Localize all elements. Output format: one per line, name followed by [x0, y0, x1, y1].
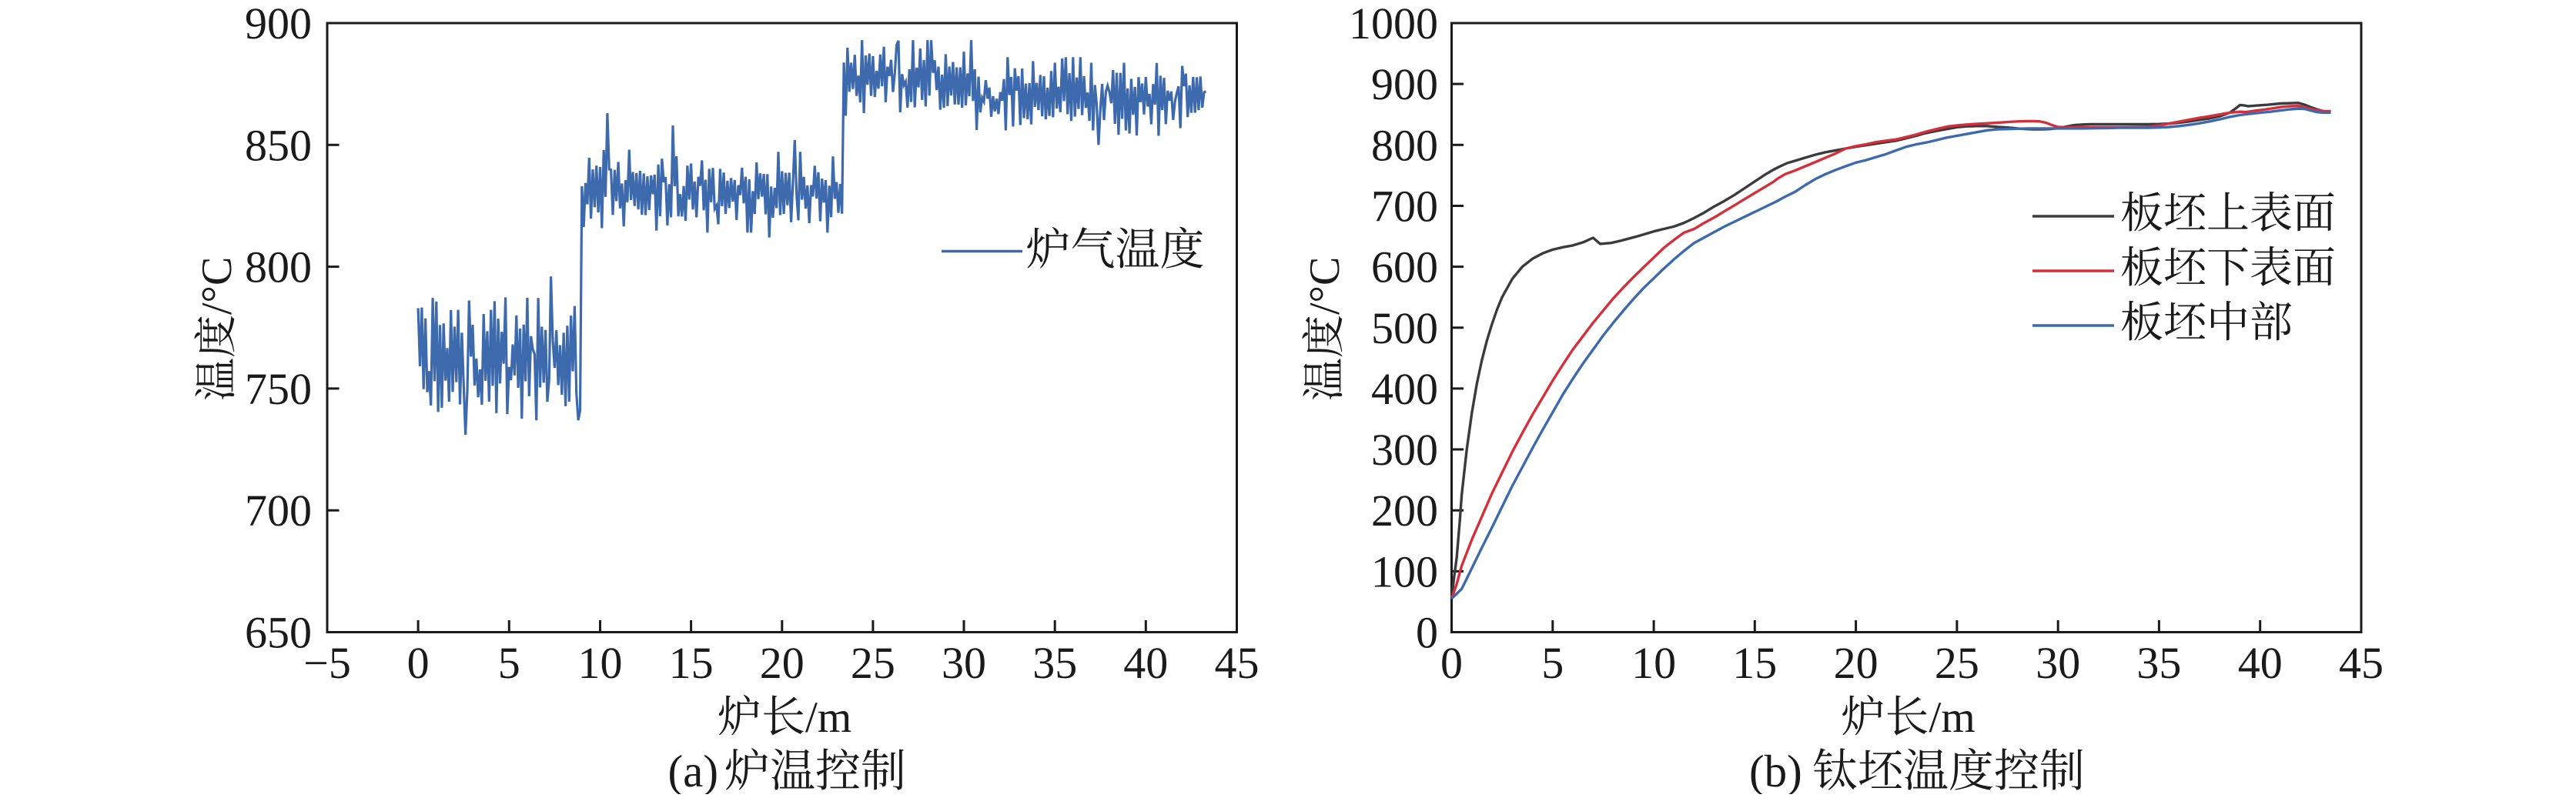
svg-text:40: 40 — [2238, 638, 2283, 688]
svg-text:400: 400 — [1371, 364, 1438, 414]
svg-text:1000: 1000 — [1349, 0, 1438, 48]
svg-text:750: 750 — [245, 364, 312, 414]
svg-text:500: 500 — [1371, 303, 1438, 353]
svg-text:700: 700 — [245, 486, 312, 536]
svg-text:35: 35 — [2136, 638, 2181, 688]
svg-text:850: 850 — [245, 120, 312, 170]
svg-text:/m: /m — [805, 693, 851, 742]
svg-text:/°C: /°C — [1301, 257, 1349, 315]
svg-text:15: 15 — [669, 638, 714, 688]
svg-text:900: 900 — [245, 0, 312, 48]
svg-text:5: 5 — [1541, 638, 1564, 688]
svg-text:−5: −5 — [303, 638, 351, 688]
svg-text:10: 10 — [1631, 638, 1676, 688]
svg-text:30: 30 — [2036, 638, 2080, 688]
svg-text:800: 800 — [1371, 120, 1438, 170]
svg-text:800: 800 — [245, 242, 312, 292]
svg-text:650: 650 — [245, 608, 312, 658]
svg-text:5: 5 — [498, 638, 520, 688]
svg-text:15: 15 — [1732, 638, 1777, 688]
svg-text:700: 700 — [1371, 182, 1438, 232]
svg-text:45: 45 — [1215, 638, 1260, 688]
svg-text:40: 40 — [1123, 638, 1168, 688]
svg-text:0: 0 — [1416, 608, 1438, 658]
svg-text:600: 600 — [1371, 242, 1438, 292]
svg-text:10: 10 — [578, 638, 623, 688]
svg-text:25: 25 — [1935, 638, 1979, 688]
svg-text:100: 100 — [1371, 546, 1438, 596]
svg-text:30: 30 — [942, 638, 986, 688]
svg-text:0: 0 — [1440, 638, 1463, 688]
svg-text:300: 300 — [1371, 425, 1438, 475]
svg-text:25: 25 — [851, 638, 895, 688]
svg-text:900: 900 — [1371, 59, 1438, 109]
svg-text:35: 35 — [1032, 638, 1077, 688]
svg-text:(a): (a) — [668, 746, 718, 794]
svg-text:45: 45 — [2339, 638, 2384, 688]
svg-text:/°C: /°C — [193, 257, 241, 315]
svg-text:20: 20 — [1834, 638, 1878, 688]
svg-text:0: 0 — [407, 638, 430, 688]
svg-text:200: 200 — [1371, 486, 1438, 536]
svg-text:(b): (b) — [1749, 746, 1802, 794]
svg-text:20: 20 — [760, 638, 805, 688]
svg-text:/m: /m — [1929, 693, 1975, 742]
